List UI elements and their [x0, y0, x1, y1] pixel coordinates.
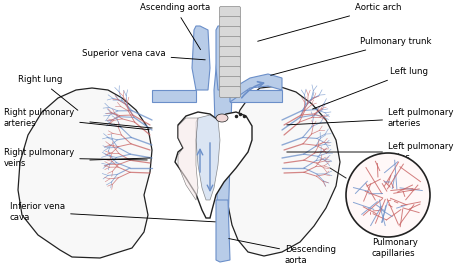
Text: Left pulmonary
arteries: Left pulmonary arteries — [287, 108, 454, 128]
FancyBboxPatch shape — [219, 26, 240, 37]
FancyBboxPatch shape — [219, 57, 240, 67]
Text: Left lung: Left lung — [312, 67, 428, 109]
Text: Pulmonary
capillaries: Pulmonary capillaries — [372, 233, 418, 258]
FancyBboxPatch shape — [219, 46, 240, 58]
Polygon shape — [196, 115, 220, 200]
Text: Left pulmonary
veins: Left pulmonary veins — [287, 142, 454, 162]
FancyBboxPatch shape — [219, 67, 240, 78]
Polygon shape — [230, 74, 282, 102]
Text: Superior vena cava: Superior vena cava — [82, 49, 205, 60]
Polygon shape — [216, 200, 230, 262]
Text: Ascending aorta: Ascending aorta — [140, 4, 210, 50]
Polygon shape — [152, 90, 196, 102]
FancyBboxPatch shape — [219, 7, 240, 17]
Text: Right lung: Right lung — [18, 76, 78, 110]
Polygon shape — [216, 26, 232, 90]
Polygon shape — [192, 26, 210, 90]
FancyBboxPatch shape — [219, 87, 240, 97]
Polygon shape — [18, 88, 152, 258]
Polygon shape — [178, 118, 198, 200]
Text: Aortic arch: Aortic arch — [258, 4, 401, 41]
Text: Right pulmonary
arteries: Right pulmonary arteries — [4, 108, 149, 130]
Text: Inferior vena
cava: Inferior vena cava — [10, 202, 215, 222]
FancyBboxPatch shape — [219, 37, 240, 48]
Text: Descending
aorta: Descending aorta — [229, 239, 336, 265]
FancyBboxPatch shape — [219, 16, 240, 28]
Polygon shape — [214, 48, 232, 230]
Polygon shape — [175, 112, 252, 218]
Text: Right pulmonary
veins: Right pulmonary veins — [4, 148, 147, 168]
Polygon shape — [228, 86, 340, 256]
Ellipse shape — [216, 114, 228, 122]
Circle shape — [346, 153, 430, 237]
Text: Pulmonary trunk: Pulmonary trunk — [271, 37, 431, 75]
Polygon shape — [230, 90, 282, 102]
FancyBboxPatch shape — [219, 76, 240, 88]
